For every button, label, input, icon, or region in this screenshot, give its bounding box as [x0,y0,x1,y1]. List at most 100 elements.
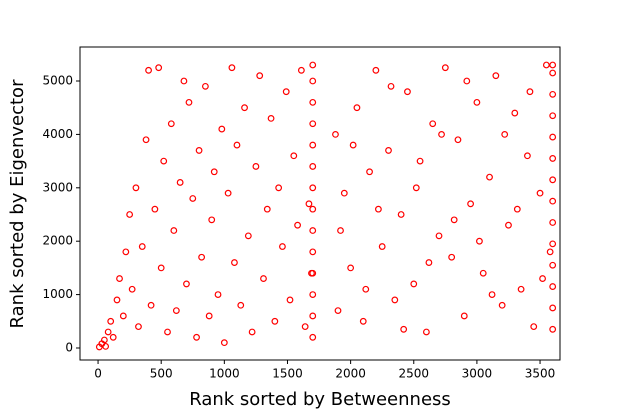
point [349,141,357,149]
point [429,120,437,128]
point [271,317,279,325]
point [387,82,395,90]
point [488,291,496,298]
point [372,66,380,74]
point [422,328,430,336]
point [294,221,301,229]
x-tick-label: 1500 [272,367,303,381]
point [334,307,342,315]
x-tick-label: 0 [94,367,102,381]
point [119,312,127,320]
point [267,114,275,122]
point [309,163,317,170]
point [201,82,209,90]
point [309,248,317,256]
point [454,136,462,144]
point [224,189,232,197]
point [256,72,264,80]
point [549,133,557,141]
point [113,296,121,304]
point [185,98,193,106]
point [524,152,531,160]
point [116,275,123,282]
point [441,64,449,72]
point [549,283,557,290]
point [448,253,456,261]
point [180,77,188,85]
point [517,285,525,293]
point [228,64,236,72]
point [549,197,557,205]
y-tick-label: 2000 [42,234,73,248]
point [476,237,483,245]
point [549,219,557,226]
y-tick-label: 5000 [42,74,73,88]
point [290,152,298,160]
x-tick-label: 1000 [209,367,240,381]
point [145,66,152,74]
point [147,301,155,309]
point [176,179,184,186]
point [151,205,159,213]
point [263,205,271,213]
point [391,296,399,304]
point [546,248,554,256]
point [378,243,386,250]
point [460,312,468,320]
point [205,312,213,320]
point [435,232,443,240]
point [210,168,218,176]
point [142,136,150,144]
point [122,248,130,256]
point [233,141,241,149]
point [297,66,305,74]
point [309,77,317,85]
point [549,176,557,184]
point [172,307,180,315]
point [400,325,408,333]
point [309,333,317,341]
point [309,98,317,106]
point [309,120,317,128]
point [102,342,110,350]
y-tick-label: 4000 [42,127,73,141]
point [353,104,361,112]
point [309,312,317,320]
point [104,328,112,336]
point [309,227,317,234]
point [526,88,534,96]
point [100,336,108,344]
point [549,112,557,120]
point [189,195,197,202]
point [309,269,317,277]
x-tick-label: 3000 [462,367,493,381]
point [231,259,238,266]
point [195,147,203,154]
point [160,157,168,165]
point [410,280,418,288]
x-axis-title: Rank sorted by Betweenness [189,389,451,410]
x-tick-label: 3500 [525,367,556,381]
point [198,253,206,261]
point [248,328,256,336]
point [167,120,175,128]
point [549,261,557,269]
point [128,285,136,293]
point [463,77,471,85]
x-tick-label: 2000 [335,367,366,381]
point [486,173,493,181]
point [473,98,481,106]
point [549,304,557,312]
point [479,269,487,277]
point [305,200,313,208]
y-axis-title: Rank sorted by Eigenvector [7,79,28,329]
point [309,184,317,192]
point [155,64,163,72]
point [362,285,370,293]
point [467,200,474,208]
point [549,90,557,98]
point [397,211,405,218]
point [511,109,519,117]
point [404,88,411,96]
